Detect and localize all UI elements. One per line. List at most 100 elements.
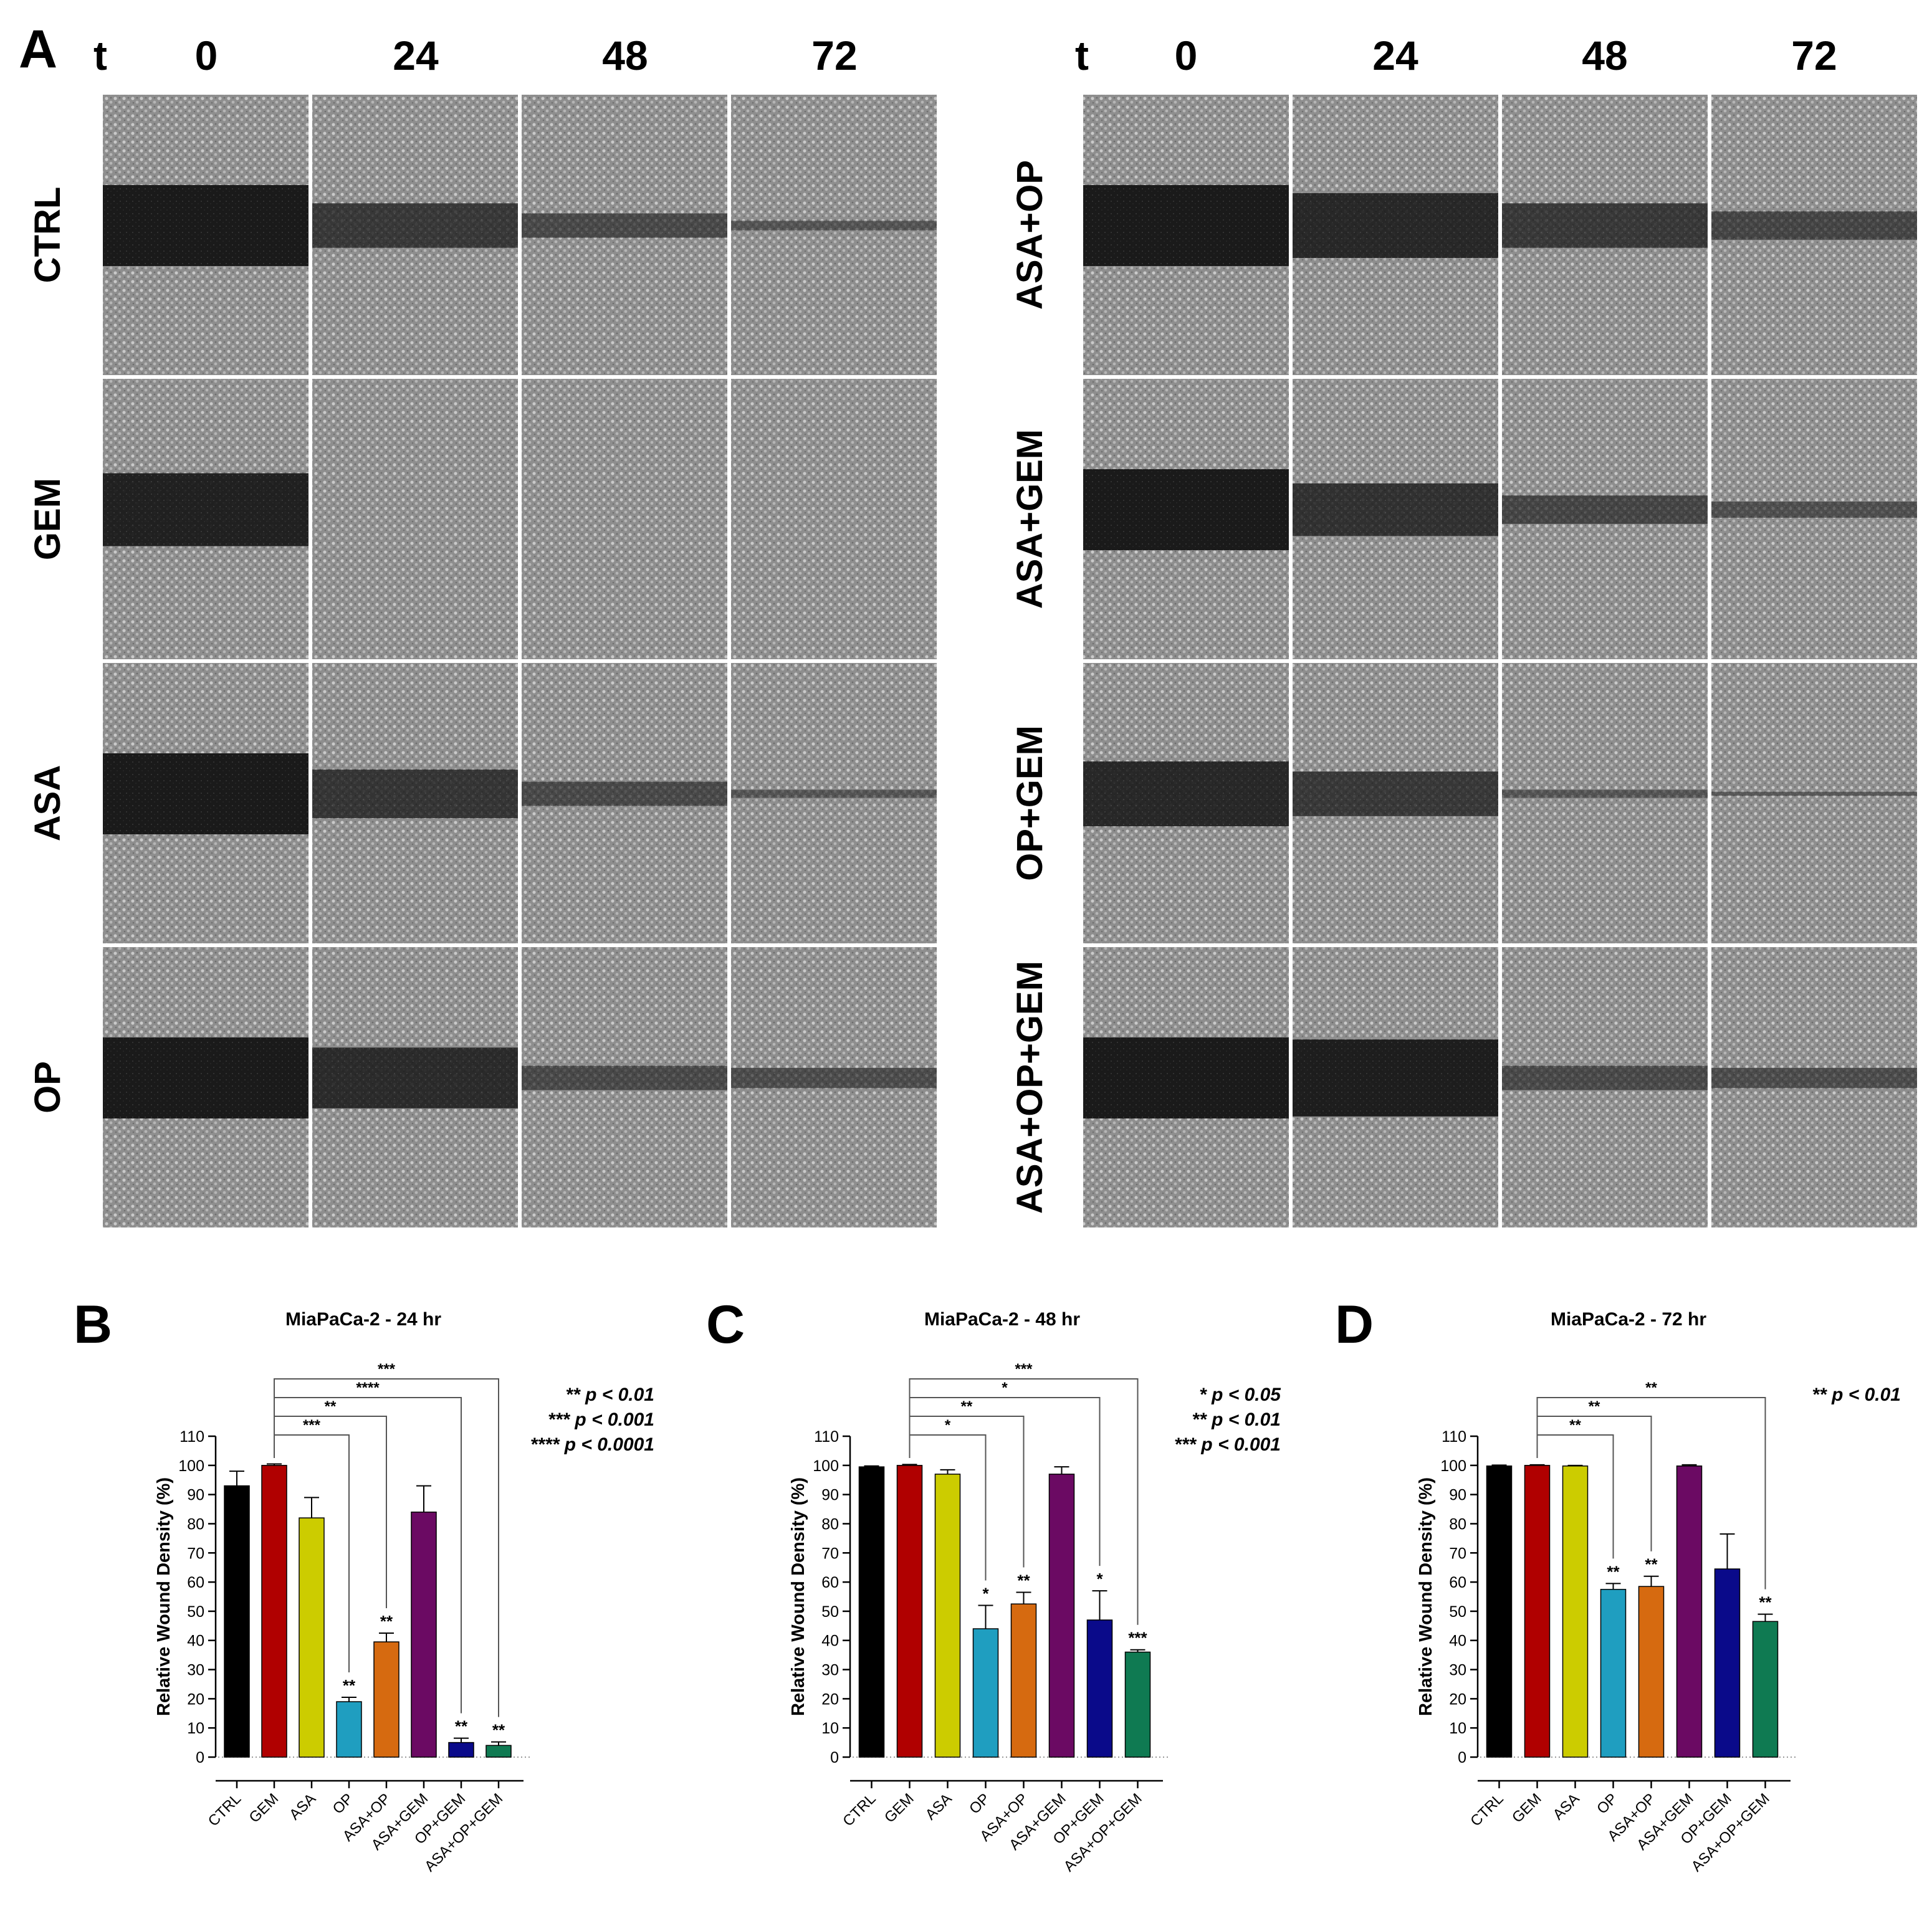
bar-ctrl <box>224 1485 250 1758</box>
bar-significance: ** <box>455 1717 468 1736</box>
y-axis-label: Relative Wound Density (%) <box>788 1477 808 1716</box>
row-label-right-3: ASA+OP+GEM <box>1010 961 1050 1214</box>
y-tick-label: 80 <box>1449 1515 1466 1533</box>
bar-asa-op <box>1638 1586 1665 1758</box>
y-tick-label: 70 <box>821 1545 839 1562</box>
micrograph-right-1-1 <box>1293 379 1498 659</box>
bar-op-gem <box>1086 1619 1113 1758</box>
y-tick-label: 110 <box>814 1428 839 1446</box>
x-tick-label: OP <box>330 1790 357 1818</box>
x-tick-label: OP <box>966 1790 993 1818</box>
y-tick-label: 0 <box>196 1749 204 1766</box>
bar-significance: *** <box>1128 1629 1147 1647</box>
bar-significance: ** <box>1607 1562 1620 1581</box>
micrograph-right-1-3 <box>1711 379 1917 659</box>
y-tick-label: 40 <box>187 1632 204 1650</box>
micrograph-right-2-1 <box>1293 663 1498 943</box>
time-header-left-0: 0 <box>195 32 218 79</box>
micrograph-left-2-3 <box>731 663 937 943</box>
bar-significance: ** <box>1017 1571 1030 1590</box>
micrograph-right-0-1 <box>1293 95 1498 375</box>
significance-bracket <box>909 1378 1139 1625</box>
micrograph-left-0-1 <box>312 95 518 375</box>
y-tick-label: 70 <box>1449 1545 1466 1562</box>
bar-op <box>336 1701 362 1758</box>
bar-asa <box>1562 1466 1589 1758</box>
time-header-left-72: 72 <box>811 32 857 79</box>
row-label-left-1: GEM <box>27 478 68 560</box>
bar-asa <box>934 1474 961 1758</box>
y-tick-label: 40 <box>1449 1632 1466 1650</box>
bar-significance: * <box>982 1585 989 1603</box>
time-header-right-0: 0 <box>1175 32 1198 79</box>
x-tick-label: ASA <box>922 1790 955 1823</box>
y-tick-label: 10 <box>187 1720 204 1737</box>
bar-significance: ** <box>380 1612 393 1631</box>
micrograph-right-1-2 <box>1502 379 1708 659</box>
y-tick-label: 20 <box>821 1690 839 1708</box>
y-tick-label: 50 <box>821 1603 839 1621</box>
pvalue-legend-line: ** p < 0.01 <box>1192 1409 1281 1430</box>
y-tick-label: 70 <box>187 1545 204 1562</box>
y-tick-label: 10 <box>1449 1720 1466 1737</box>
bar-asa-op-gem <box>1124 1651 1151 1758</box>
y-tick-label: 50 <box>1449 1603 1466 1621</box>
bracket-label: ** <box>961 1398 973 1415</box>
y-tick-label: 0 <box>1458 1749 1466 1766</box>
bar-gem <box>1524 1465 1551 1758</box>
panel-letter-a: A <box>19 19 57 79</box>
micrograph-right-0-2 <box>1502 95 1708 375</box>
x-tick-label: ASA <box>286 1790 319 1823</box>
chart-panel-b: B MiaPaCa-2 - 24 hr 0 10 20 30 40 50 60 70 80 90 100… <box>74 1295 654 1875</box>
bracket-label: *** <box>1015 1361 1033 1378</box>
bar-significance: ** <box>1759 1593 1772 1612</box>
y-tick-label: 20 <box>1449 1690 1466 1708</box>
bar-op-gem <box>1714 1568 1741 1758</box>
y-tick-label: 30 <box>187 1662 204 1679</box>
micrograph-right-3-0 <box>1083 947 1289 1227</box>
pvalue-legend-line: *** p < 0.001 <box>1174 1434 1281 1455</box>
micrograph-left-2-0 <box>103 663 308 943</box>
micrograph-left-1-1 <box>312 379 518 659</box>
significance-bracket <box>1536 1416 1652 1551</box>
bar-significance: * <box>1096 1570 1103 1588</box>
time-header-right-24: 24 <box>1372 32 1418 79</box>
bar-asa-gem <box>411 1511 437 1758</box>
y-tick-label: 60 <box>821 1574 839 1591</box>
row-label-left-2: ASA <box>27 765 68 841</box>
micrograph-left-1-2 <box>522 379 727 659</box>
time-header-left-24: 24 <box>393 32 439 79</box>
bar-ctrl <box>1486 1466 1513 1758</box>
panel-a: A t 0 24 48 72 t 0 24 48 72 CTRL GEM ASA OP… <box>19 19 1917 1227</box>
chart-title: MiaPaCa-2 - 72 hr <box>1551 1309 1706 1330</box>
significance-bracket <box>909 1416 1025 1568</box>
micrograph-right-3-3 <box>1711 947 1917 1227</box>
row-label-left-3: OP <box>27 1061 68 1113</box>
bar-op <box>972 1628 999 1758</box>
bracket-label: * <box>945 1417 951 1434</box>
row-label-right-0: ASA+OP <box>1010 160 1050 310</box>
bar-asa-op-gem <box>1752 1621 1779 1758</box>
chart-panel-c: C MiaPaCa-2 - 48 hr 0 10 20 30 40 50 60 70 80 90 100… <box>706 1295 1281 1875</box>
chart-panel-d: D MiaPaCa-2 - 72 hr 0 10 20 30 40 50 60 70 80 90 100… <box>1335 1295 1901 1875</box>
micrograph-grid-right: ASA+OP ASA+GEM OP+GEM ASA+OP+GEM <box>1010 95 1917 1227</box>
time-header-right-72: 72 <box>1791 32 1837 79</box>
bar-asa <box>299 1517 325 1758</box>
y-tick-label: 90 <box>187 1487 204 1504</box>
bar-significance: ** <box>1645 1555 1658 1574</box>
micrograph-left-3-1 <box>312 947 518 1227</box>
micrograph-left-2-2 <box>522 663 727 943</box>
bracket-label: * <box>1002 1380 1008 1396</box>
micrograph-right-2-0 <box>1083 663 1289 943</box>
panel-letter-b: B <box>74 1295 112 1355</box>
x-tick-label: CTRL <box>1467 1790 1506 1829</box>
bracket-label: ** <box>1589 1398 1600 1415</box>
y-tick-label: 90 <box>821 1487 839 1504</box>
pvalue-legend-line: * p < 0.05 <box>1199 1385 1281 1405</box>
micrograph-right-3-1 <box>1293 947 1498 1227</box>
bar-asa-gem <box>1676 1466 1703 1758</box>
y-tick-label: 100 <box>178 1457 204 1475</box>
pvalue-legend-line: ** p < 0.01 <box>1812 1385 1901 1405</box>
y-tick-label: 20 <box>187 1690 204 1708</box>
